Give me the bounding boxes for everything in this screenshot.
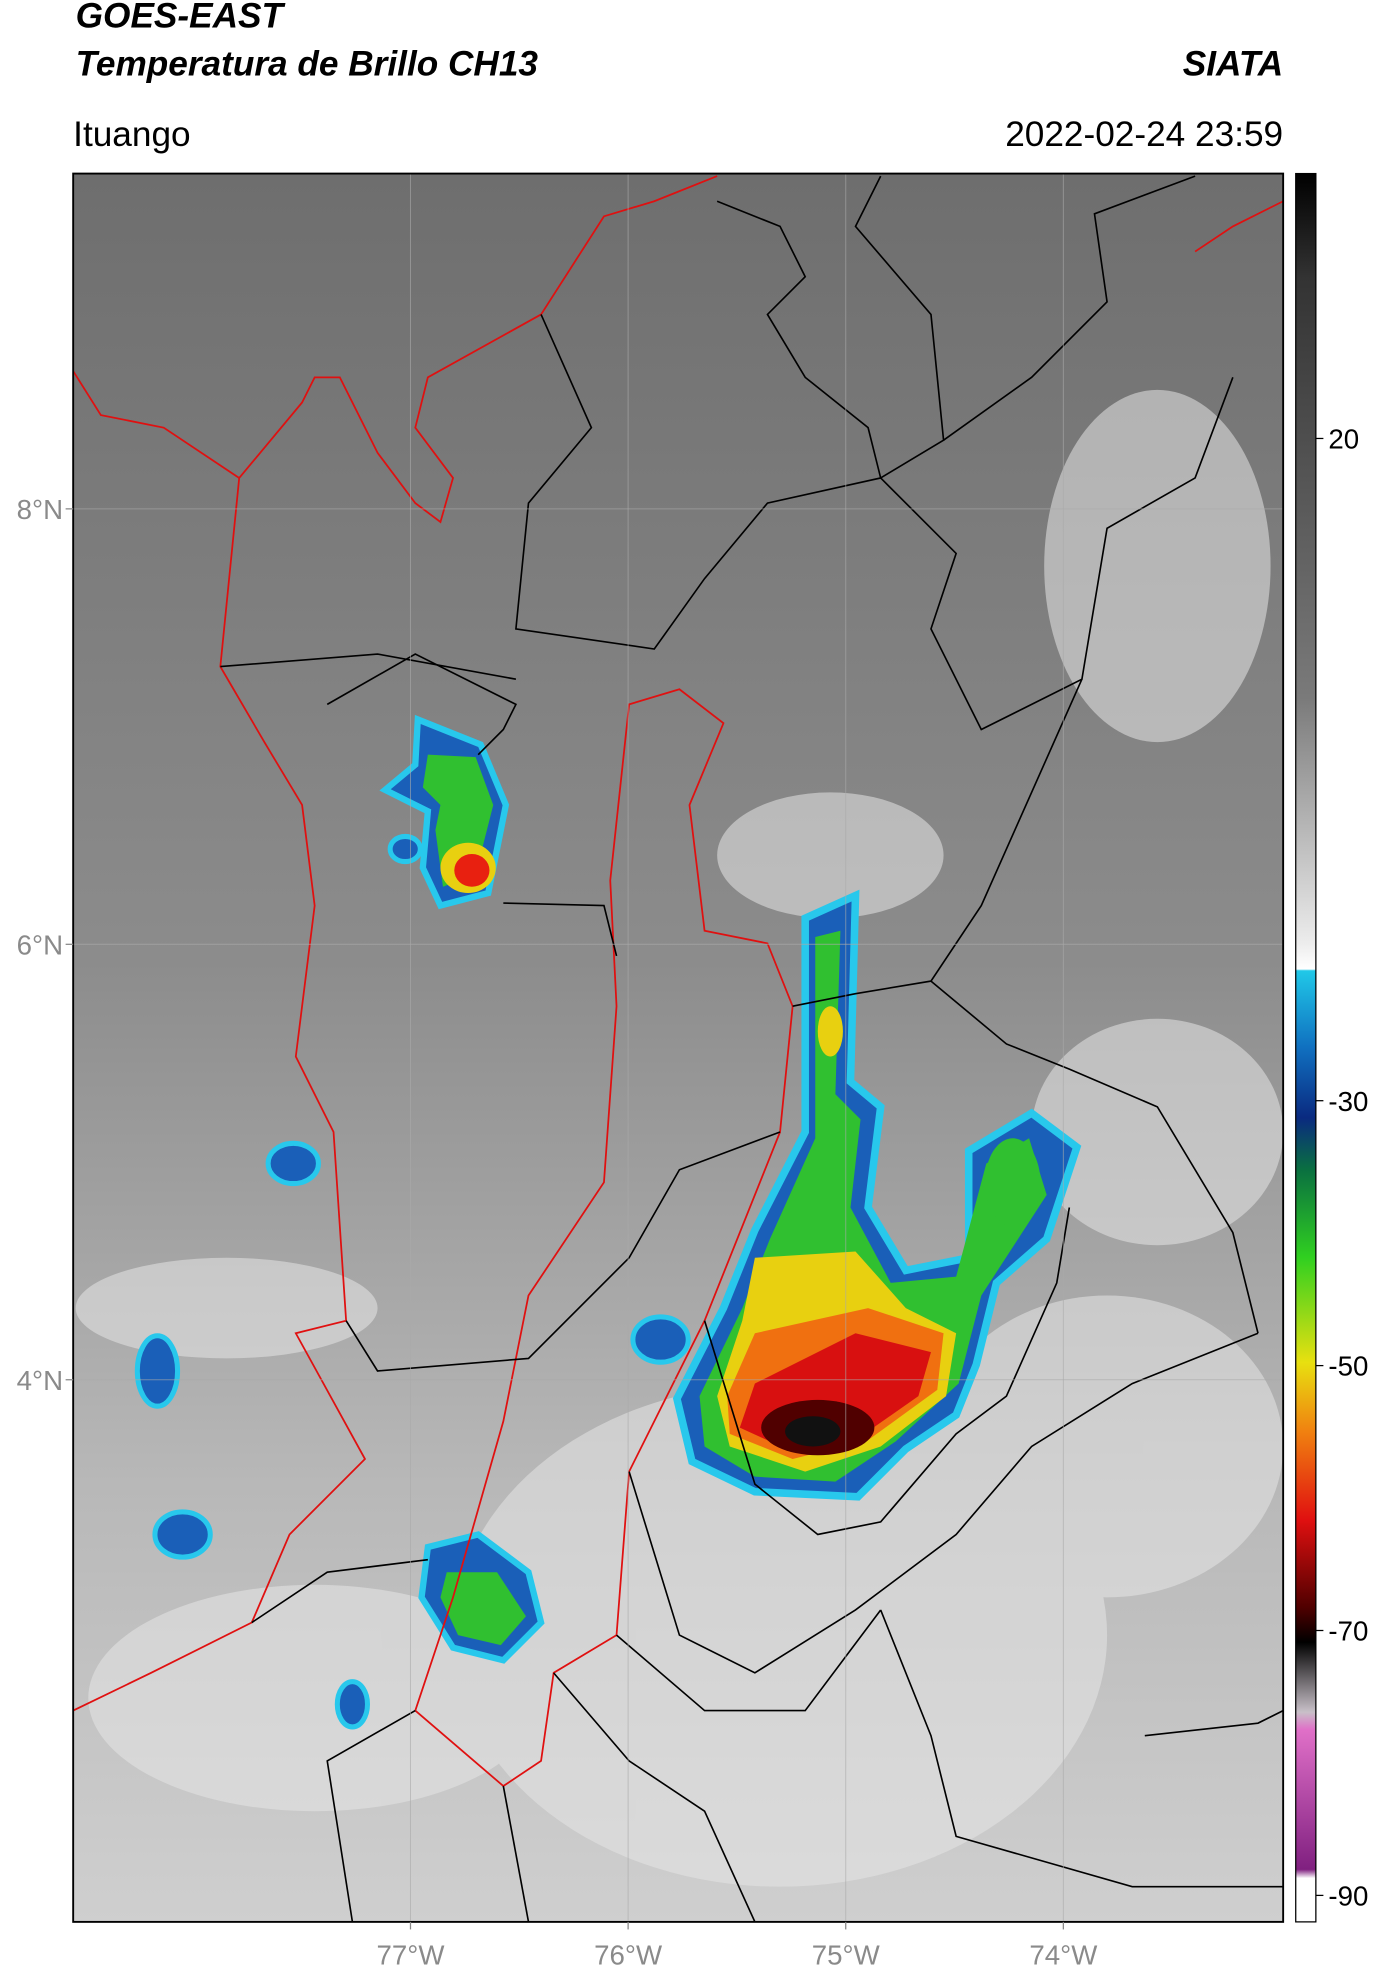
x-tick-label: 76°W <box>594 1940 663 1971</box>
map-frame <box>72 172 1285 1923</box>
subtitle: Temperatura de Brillo CH13 <box>76 44 539 83</box>
colorbar <box>1295 172 1317 1923</box>
storm-main <box>672 889 1082 1501</box>
colorbar-tick-label: -70 <box>1328 1616 1368 1647</box>
x-tick-label: 77°W <box>377 1940 446 1971</box>
colorbar-tick-label: 20 <box>1328 424 1359 455</box>
brand: SIATA <box>1183 44 1283 83</box>
colorbar-tick-label: -30 <box>1328 1086 1368 1117</box>
x-tick-label: 74°W <box>1029 1940 1098 1971</box>
location: Ituango <box>73 115 190 154</box>
map-image <box>73 173 1284 1922</box>
colorbar-tick-label: -50 <box>1328 1351 1368 1382</box>
storm-north <box>379 714 510 910</box>
clouds <box>75 389 1284 1887</box>
coastline <box>73 175 1284 1712</box>
y-tick-label: 4°N <box>17 1365 63 1396</box>
department-outline <box>414 688 794 1788</box>
y-tick-label: 6°N <box>17 929 63 960</box>
storm-south <box>418 1531 545 1664</box>
small-cells <box>134 833 691 1730</box>
colorbar-tick-label: -90 <box>1328 1880 1368 1911</box>
borders <box>220 175 1284 1922</box>
timestamp: 2022-02-24 23:59 <box>1005 115 1283 154</box>
x-tick-label: 75°W <box>812 1940 881 1971</box>
grid <box>73 173 1284 1922</box>
y-tick-label: 8°N <box>17 494 63 525</box>
title: GOES-EAST <box>76 0 286 36</box>
